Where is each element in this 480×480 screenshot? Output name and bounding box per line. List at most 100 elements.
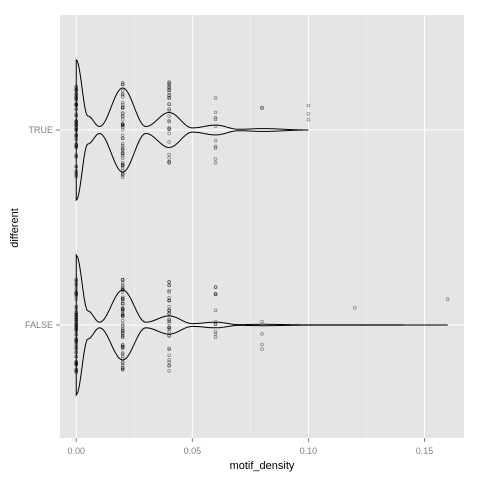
data-point — [213, 115, 218, 120]
data-point — [167, 319, 171, 324]
data-point — [74, 93, 79, 97]
data-point — [120, 313, 125, 318]
data-point — [120, 123, 125, 128]
data-point — [74, 145, 79, 150]
data-point — [74, 323, 79, 327]
data-point — [74, 292, 79, 297]
data-point — [120, 141, 125, 146]
data-point — [74, 91, 79, 96]
data-point — [120, 88, 125, 93]
data-point — [167, 333, 171, 338]
data-point — [213, 146, 218, 150]
data-point — [120, 360, 125, 364]
data-point — [120, 114, 125, 119]
data-point — [120, 106, 125, 110]
data-point — [167, 329, 171, 334]
data-point — [445, 297, 450, 301]
data-point — [167, 325, 171, 330]
data-point — [167, 88, 171, 93]
data-point — [167, 321, 171, 326]
data-point — [74, 338, 79, 342]
data-point — [167, 308, 171, 312]
data-point — [120, 163, 125, 168]
data-point — [74, 142, 79, 147]
data-point — [74, 361, 79, 366]
data-point — [213, 144, 218, 149]
data-point — [213, 335, 218, 339]
data-point — [167, 346, 171, 351]
data-point — [74, 165, 79, 169]
data-point — [74, 323, 79, 327]
data-point — [74, 338, 79, 342]
data-point — [74, 337, 79, 342]
y-axis-title: different — [9, 208, 21, 248]
data-point — [167, 93, 171, 97]
data-point — [167, 327, 171, 331]
data-point — [74, 354, 79, 359]
data-point — [74, 313, 79, 317]
data-point — [167, 360, 171, 365]
data-point — [120, 136, 125, 140]
data-point — [120, 329, 125, 334]
violin-true — [75, 58, 309, 202]
data-point — [260, 342, 264, 347]
data-point — [120, 328, 125, 332]
data-point — [74, 122, 79, 127]
data-point — [167, 96, 171, 100]
data-point — [74, 350, 79, 354]
data-point — [120, 361, 125, 366]
data-point — [167, 308, 171, 313]
data-point — [120, 343, 125, 347]
violin-false — [75, 253, 448, 397]
data-point — [213, 110, 218, 115]
data-point — [74, 312, 79, 317]
data-point — [260, 105, 264, 110]
data-point — [120, 278, 125, 282]
data-point — [120, 322, 125, 326]
data-point — [213, 157, 218, 161]
data-point — [74, 328, 79, 333]
data-point — [74, 138, 79, 142]
data-point — [167, 102, 171, 106]
data-point — [120, 288, 125, 292]
data-point — [260, 319, 264, 324]
data-point — [120, 356, 125, 361]
data-point — [260, 106, 264, 111]
data-point — [74, 153, 79, 157]
data-point — [74, 133, 79, 137]
data-point — [167, 152, 171, 157]
data-point — [74, 103, 79, 108]
data-point — [74, 127, 79, 131]
data-point — [74, 368, 79, 373]
data-point — [120, 307, 125, 311]
data-point — [120, 102, 125, 107]
data-point — [74, 324, 79, 329]
data-point — [167, 82, 171, 86]
data-point — [167, 131, 171, 136]
data-point — [120, 344, 125, 349]
data-point — [120, 306, 125, 310]
panel-background — [60, 15, 464, 438]
data-point — [74, 370, 79, 374]
data-point — [74, 363, 79, 367]
data-point — [74, 283, 79, 287]
data-point — [74, 317, 79, 321]
data-point — [74, 97, 79, 101]
data-point — [74, 321, 79, 326]
data-point — [167, 85, 171, 89]
data-point — [167, 86, 171, 90]
data-point — [120, 312, 125, 317]
data-point — [120, 297, 125, 301]
data-point — [120, 160, 125, 165]
data-point — [213, 138, 218, 143]
data-point — [167, 364, 171, 368]
data-point — [74, 344, 79, 349]
data-point — [120, 127, 125, 132]
data-point — [120, 285, 125, 289]
y-tick-label: FALSE — [25, 320, 53, 330]
data-point — [74, 280, 79, 284]
data-point — [167, 108, 171, 113]
data-point — [74, 315, 79, 319]
data-point — [120, 172, 125, 176]
